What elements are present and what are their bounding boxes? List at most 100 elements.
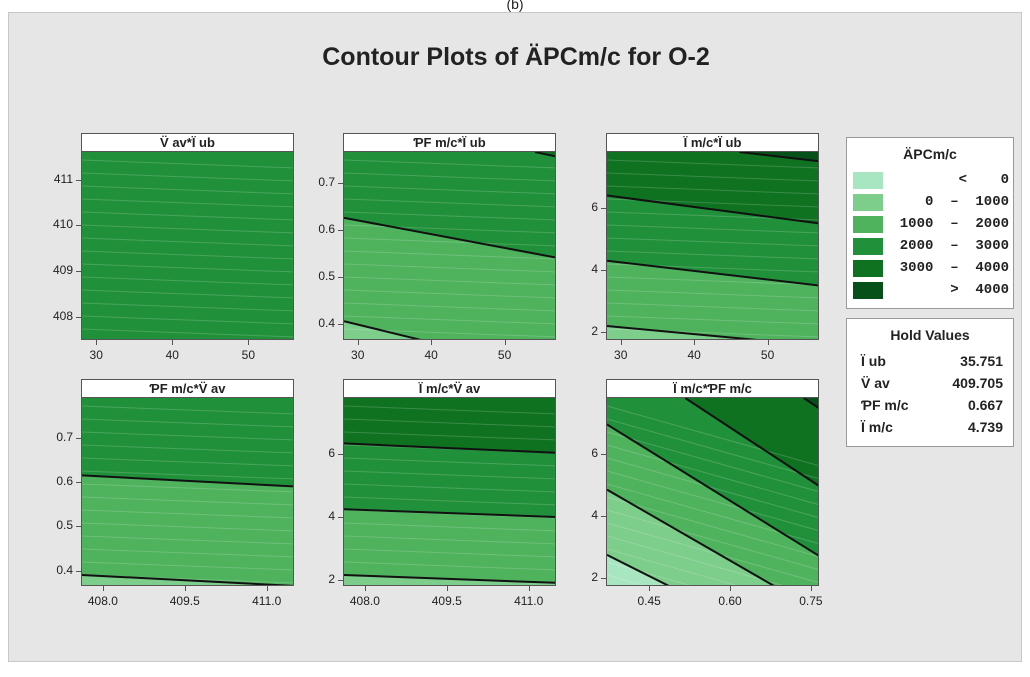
contour-region <box>344 509 555 585</box>
hold-value-row: ƤF m/c 0.667 <box>861 397 1003 417</box>
x-tick-mark <box>649 586 651 591</box>
y-tick-mark <box>338 182 343 184</box>
contour-plot-area <box>606 398 819 586</box>
panel-strip-label: Ï m/c*ƤF m/c <box>606 379 819 398</box>
mesh-line <box>607 418 818 479</box>
mesh-line <box>344 548 555 558</box>
mesh-line <box>82 198 293 208</box>
mesh-line <box>607 522 818 583</box>
mesh-line <box>607 535 783 585</box>
mesh-line <box>344 250 555 260</box>
mesh-line <box>82 289 293 299</box>
mesh-line <box>607 548 737 585</box>
mesh-line <box>344 172 555 182</box>
chart-title: Contour Plots of ÄPCm/c for O-2 <box>322 43 710 71</box>
y-tick-label: 4 <box>591 508 598 523</box>
mesh-line <box>82 224 293 234</box>
legend-label: 2000 – 3000 <box>899 238 1009 254</box>
legend-label: 3000 – 4000 <box>899 260 1009 276</box>
legend-label: 1000 – 2000 <box>899 216 1009 232</box>
mesh-line <box>344 561 555 571</box>
mesh-line <box>344 457 555 467</box>
y-tick-label: 2 <box>328 571 335 586</box>
mesh-line <box>607 276 818 286</box>
mesh-line <box>82 522 293 532</box>
mesh-line <box>607 289 818 299</box>
x-tick-label: 0.45 <box>637 594 661 608</box>
x-tick-mark <box>184 586 186 591</box>
mesh-line <box>82 418 293 428</box>
mesh-line <box>607 470 818 531</box>
mesh-line <box>607 302 818 312</box>
x-tick-label: 0.75 <box>799 594 823 608</box>
x-tick-mark <box>364 586 366 591</box>
mesh-line <box>607 509 818 570</box>
mesh-line <box>607 496 818 557</box>
contour-panel: Ï m/c*Ï ub 2 4 6 30 40 50 <box>591 133 819 365</box>
x-tick-mark <box>266 586 268 591</box>
mesh-line <box>82 548 293 558</box>
legend-item: 1000 – 2000 <box>853 214 1009 234</box>
legend-swatch <box>853 194 883 211</box>
hold-values-title: Hold Values <box>890 327 970 343</box>
mesh-line <box>82 444 293 454</box>
y-tick-mark <box>601 270 606 272</box>
y-tick-mark <box>601 207 606 209</box>
mesh-line <box>344 276 555 286</box>
mesh-line <box>344 522 555 532</box>
y-tick-mark <box>601 516 606 518</box>
contour-panel: ƤF m/c*Ï ub 0.4 0.5 0.6 0.7 30 40 50 <box>318 133 556 365</box>
contour-panel: V̈ av*Ï ub 408 409 410 411 30 40 50 <box>53 133 294 365</box>
mesh-line <box>82 457 293 467</box>
contour-panel: Ï m/c*ƤF m/c 2 4 6 0.45 0.60 0.75 <box>591 379 823 611</box>
mesh-line <box>344 470 555 480</box>
y-tick-mark <box>76 225 81 227</box>
y-tick-mark <box>338 276 343 278</box>
mesh-line <box>82 263 293 273</box>
contour-line <box>607 194 818 225</box>
x-tick-mark <box>528 586 530 591</box>
y-tick-label: 0.7 <box>318 174 335 189</box>
y-tick-mark <box>76 570 81 572</box>
y-tick-label: 2 <box>591 570 598 585</box>
mesh-line <box>607 457 818 518</box>
x-tick-mark <box>357 340 359 345</box>
mesh-line <box>344 211 555 221</box>
mesh-line <box>607 315 818 325</box>
x-tick-label: 40 <box>424 348 438 362</box>
legend-swatch <box>853 172 883 189</box>
mesh-line <box>344 535 555 545</box>
y-tick-label: 408 <box>52 309 73 324</box>
contour-panel: Ï m/c*V̈ av 2 4 6 408.0 409.5 411.0 <box>328 379 556 611</box>
y-tick-label: 0.5 <box>318 268 335 283</box>
legend-label: 0 – 1000 <box>924 194 1009 210</box>
contour-svg <box>82 398 293 585</box>
hold-value-number: 409.705 <box>952 375 1003 391</box>
contour-plot-area <box>81 152 294 340</box>
contour-plot-area <box>343 152 556 340</box>
x-tick-mark <box>504 340 506 345</box>
mesh-line <box>344 224 555 234</box>
y-tick-label: 411 <box>53 171 73 186</box>
mesh-line <box>82 496 293 506</box>
hold-value-number: 0.667 <box>967 397 1003 413</box>
y-tick-label: 6 <box>591 445 598 460</box>
y-tick-mark <box>76 526 81 528</box>
panel-strip-label: ƤF m/c*V̈ av <box>81 379 294 398</box>
figure-area: Contour Plots of ÄPCm/c for O-2 V̈ av*Ï … <box>8 12 1022 662</box>
y-tick-mark <box>601 332 606 334</box>
y-tick-mark <box>338 323 343 325</box>
y-tick-mark <box>338 454 343 456</box>
mesh-line <box>82 211 293 221</box>
y-tick-label: 409 <box>52 263 73 278</box>
mesh-line <box>344 302 555 312</box>
y-tick-mark <box>338 579 343 581</box>
mesh-line <box>607 250 818 260</box>
mesh-line <box>82 509 293 519</box>
mesh-line <box>82 185 293 195</box>
x-tick-label: 411.0 <box>514 594 544 608</box>
x-tick-label: 40 <box>165 348 179 362</box>
y-tick-label: 0.7 <box>56 429 73 444</box>
contour-svg <box>344 152 555 339</box>
legend-label: < 0 <box>958 172 1009 188</box>
